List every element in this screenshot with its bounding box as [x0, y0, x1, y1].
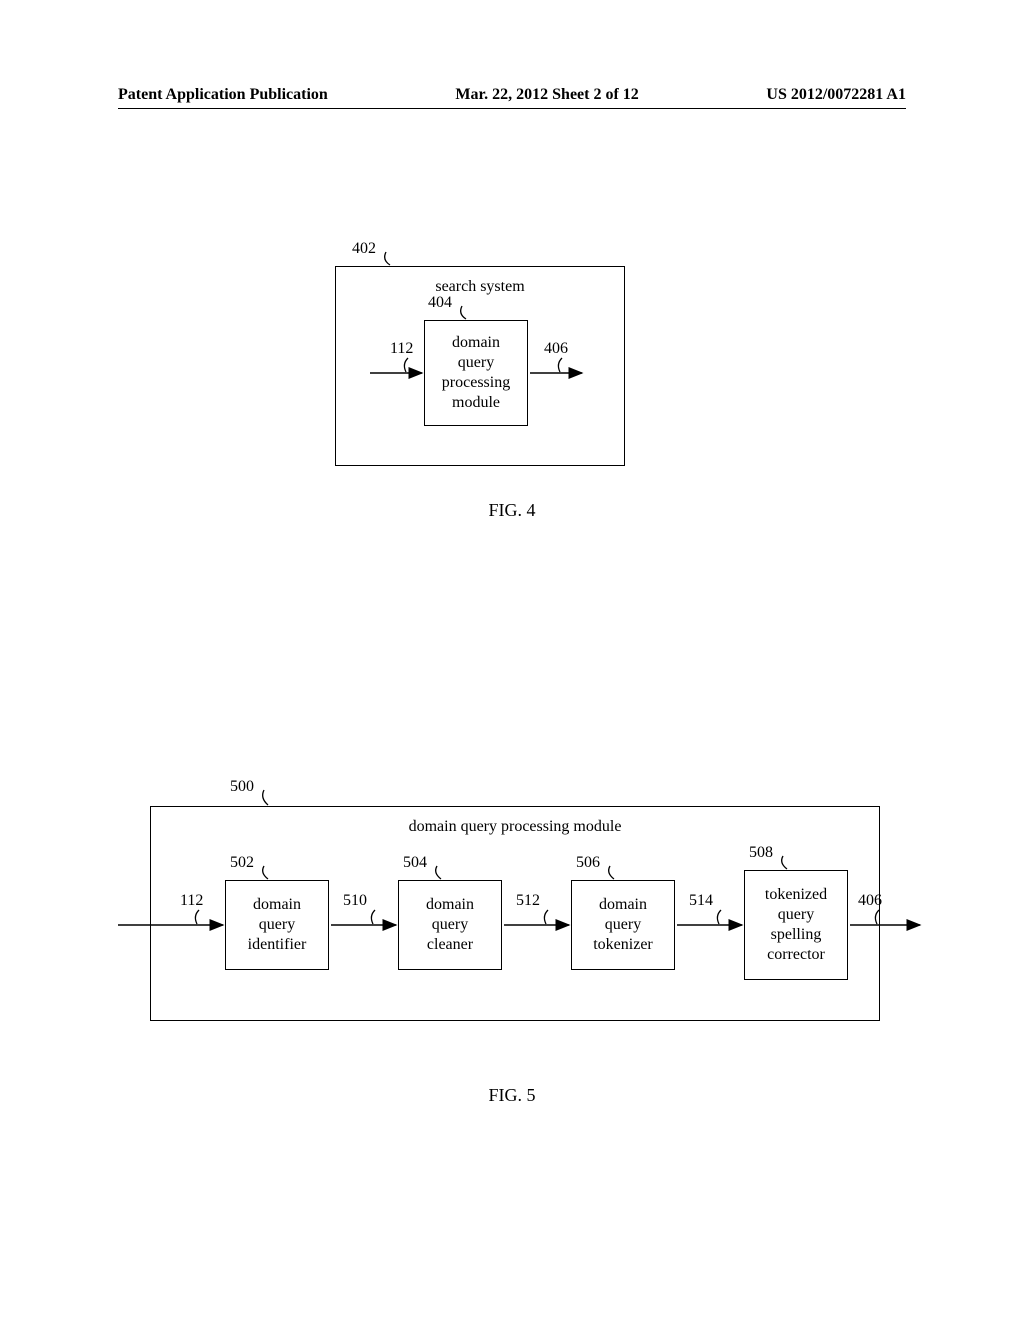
fig5-block-2-ref: 506: [576, 854, 600, 872]
fig4-inner-box: domain query processing module: [424, 320, 528, 426]
fig5-block-3-line1: query: [778, 905, 814, 925]
header-left: Patent Application Publication: [118, 86, 328, 104]
fig4-inner-line2: processing: [442, 373, 510, 393]
header-center: Mar. 22, 2012 Sheet 2 of 12: [455, 86, 638, 104]
fig5-arrow-ref-0: 112: [180, 892, 203, 910]
fig5-arrow-ref-3: 514: [689, 892, 713, 910]
fig5-block-3-line0: tokenized: [765, 885, 827, 905]
fig5-block-3: tokenized query spelling corrector: [744, 870, 848, 980]
fig5-block-3-line3: corrector: [767, 945, 825, 965]
fig5-arrow-ref-2: 512: [516, 892, 540, 910]
fig4-inner-line1: query: [458, 353, 494, 373]
fig4-caption: FIG. 4: [0, 500, 1024, 521]
fig5-block-2: domain query tokenizer: [571, 880, 675, 970]
fig4-diagram: search system domain query processing mo…: [0, 240, 1024, 520]
fig5-block-1-ref: 504: [403, 854, 427, 872]
fig5-block-0-line1: query: [259, 915, 295, 935]
fig5-outer-label: domain query processing module: [409, 817, 622, 837]
page-header: Patent Application Publication Mar. 22, …: [0, 86, 1024, 104]
fig5-arrow-ref-1: 510: [343, 892, 367, 910]
fig5-block-3-line2: spelling: [771, 925, 822, 945]
fig5-block-1-line2: cleaner: [427, 935, 473, 955]
fig5-block-1-line0: domain: [426, 895, 474, 915]
fig5-ref-outer: 500: [230, 778, 254, 796]
fig5-block-1: domain query cleaner: [398, 880, 502, 970]
fig5-block-2-line1: query: [605, 915, 641, 935]
fig4-ref-right-arrow: 406: [544, 340, 568, 358]
fig4-inner-line3: module: [452, 393, 500, 413]
fig5-block-3-ref: 508: [749, 844, 773, 862]
fig5-block-0-ref: 502: [230, 854, 254, 872]
fig4-ref-outer: 402: [352, 240, 376, 258]
fig5-diagram: domain query processing module domain qu…: [0, 770, 1024, 1050]
fig4-ref-inner: 404: [428, 294, 452, 312]
fig5-block-2-line0: domain: [599, 895, 647, 915]
fig4-inner-line0: domain: [452, 333, 500, 353]
fig5-caption: FIG. 5: [0, 1085, 1024, 1106]
fig5-block-0-line2: identifier: [248, 935, 307, 955]
fig5-arrow-ref-4: 406: [858, 892, 882, 910]
header-rule: [118, 108, 906, 109]
fig5-block-2-line2: tokenizer: [593, 935, 653, 955]
header-right: US 2012/0072281 A1: [766, 86, 906, 104]
fig5-block-0-line0: domain: [253, 895, 301, 915]
fig4-ref-left-arrow: 112: [390, 340, 413, 358]
fig5-block-1-line1: query: [432, 915, 468, 935]
fig5-block-0: domain query identifier: [225, 880, 329, 970]
